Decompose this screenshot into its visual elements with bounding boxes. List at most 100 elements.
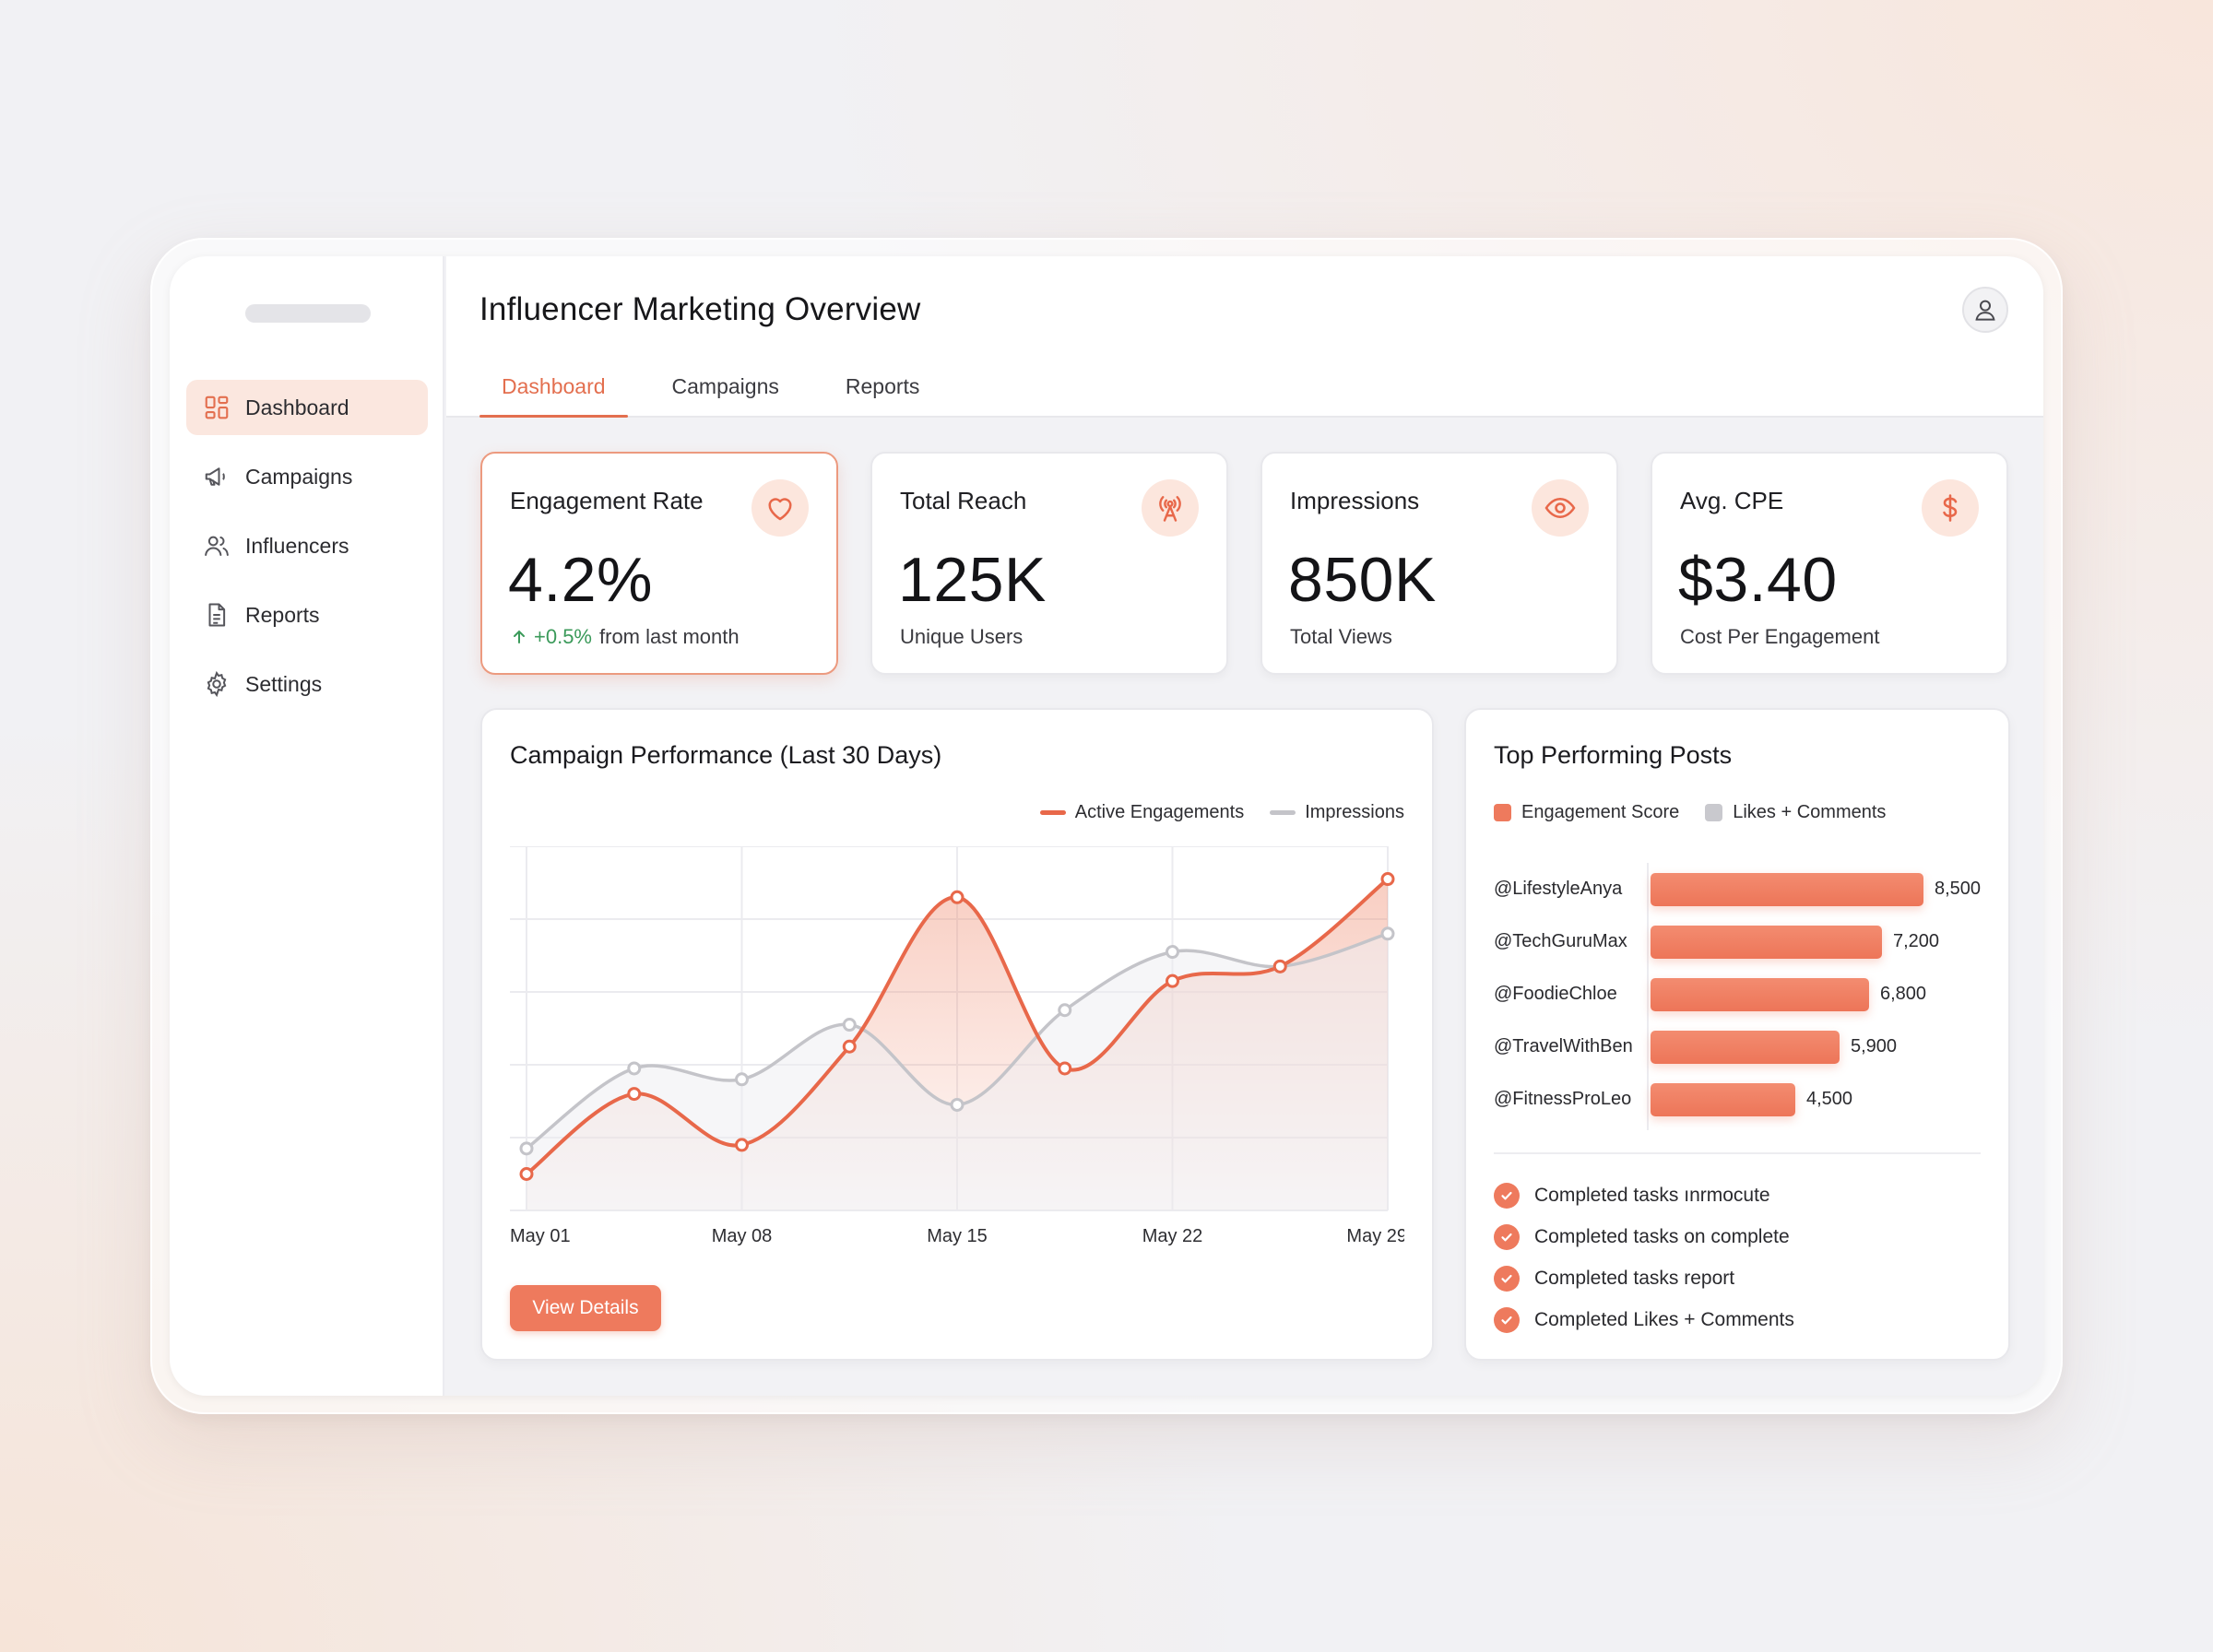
list-item-label: Completed tasks report — [1534, 1267, 1735, 1289]
legend-item: Active Engagements — [1039, 802, 1245, 823]
panel-title: Campaign Performance (Last 30 Days) — [510, 741, 942, 769]
kpi-card-avg-cpe[interactable]: Avg. CPE $3.40 Cost Per Engagement — [1651, 452, 2008, 675]
top-posts-bar-chart: @LifestyleAnya 8,500 @TechGuruMax 7,200 @Foo… — [1494, 863, 1992, 1126]
kpi-value: 4.2% — [508, 545, 653, 615]
data-point-impressions — [1166, 945, 1179, 960]
dashboard-grid-icon — [203, 394, 231, 421]
bar — [1651, 925, 1882, 959]
panel-title: Top Performing Posts — [1494, 741, 1733, 769]
kpi-caption: Cost Per Engagement — [1680, 625, 1880, 648]
data-point-active-engagements — [1272, 959, 1287, 974]
user-icon — [1975, 300, 1995, 321]
sidebar-nav: Dashboard Campaigns Influencers Reports — [186, 380, 428, 726]
check-circle-icon — [1494, 1223, 1520, 1250]
bar — [1651, 977, 1869, 1011]
bar-value-label: 5,900 — [1851, 1036, 1898, 1056]
x-tick-label: May 29 — [1346, 1226, 1404, 1246]
top-header: Influencer Marketing Overview Dashboard … — [446, 256, 2043, 418]
bar-row: @LifestyleAnya 8,500 — [1494, 863, 1992, 915]
kpi-title: Engagement Rate — [510, 487, 704, 514]
bar-track: 6,800 — [1651, 977, 1992, 1012]
x-tick-label: May 22 — [1142, 1226, 1203, 1246]
data-point-impressions — [950, 1097, 964, 1112]
logo-placeholder — [245, 304, 371, 323]
kpi-card-total-reach[interactable]: Total Reach 125K Unique Users — [870, 452, 1228, 675]
bar-row: @TechGuruMax 7,200 — [1494, 915, 1992, 968]
kpi-value: 125K — [898, 545, 1047, 615]
sidebar-item-reports[interactable]: Reports — [186, 587, 428, 643]
user-avatar-button[interactable] — [1962, 287, 2008, 333]
bar-category-label: @FoodieChloe — [1494, 984, 1617, 1004]
kpi-title: Total Reach — [900, 487, 1027, 514]
bar-row: @TravelWithBen 5,900 — [1494, 1021, 1992, 1073]
app-window: Dashboard Campaigns Influencers Reports — [170, 256, 2043, 1396]
data-point-active-engagements — [1058, 1061, 1072, 1076]
bar-value-label: 8,500 — [1935, 879, 1982, 899]
legend-item: Impressions — [1270, 802, 1404, 823]
bar — [1651, 1030, 1840, 1064]
sidebar-item-settings[interactable]: Settings — [186, 656, 428, 712]
users-icon — [203, 532, 231, 560]
list-item: Completed tasks on complete — [1494, 1216, 1794, 1257]
kpi-value: 850K — [1288, 545, 1437, 615]
legend-swatch — [1705, 804, 1723, 821]
bar-category-label: @TechGuruMax — [1494, 931, 1627, 951]
data-point-impressions — [627, 1061, 642, 1076]
sidebar-item-influencers[interactable]: Influencers — [186, 518, 428, 573]
kpi-card-engagement-rate[interactable]: Engagement Rate 4.2% +0.5% from last mon… — [480, 452, 838, 675]
kpi-delta: +0.5% — [510, 625, 592, 649]
sidebar-item-label: Settings — [245, 671, 323, 696]
kpi-delta-caption: from last month — [599, 625, 740, 648]
view-details-button[interactable]: View Details — [510, 1285, 661, 1331]
bar-track: 7,200 — [1651, 925, 1992, 960]
bar-row: @FoodieChloe 6,800 — [1494, 968, 1992, 1021]
gear-icon — [203, 670, 231, 698]
list-item: Completed tasks report — [1494, 1257, 1794, 1299]
x-tick-label: May 08 — [712, 1226, 773, 1246]
bars-legend: Engagement Score Likes + Comments — [1468, 802, 1886, 823]
bar — [1651, 872, 1923, 906]
tab-reports[interactable]: Reports — [845, 374, 920, 398]
x-tick-label: May 15 — [927, 1226, 988, 1246]
performance-line-chart: May 01 May 08 May 15 May 22 May 29 — [510, 846, 1404, 1246]
kpi-value: $3.40 — [1678, 545, 1838, 615]
data-point-active-engagements — [950, 890, 964, 904]
bar-track: 5,900 — [1651, 1030, 1992, 1065]
tab-dashboard[interactable]: Dashboard — [479, 365, 628, 418]
legend-label: Active Engagements — [1074, 802, 1245, 822]
broadcast-tower-icon — [1142, 479, 1199, 537]
dollar-icon — [1922, 479, 1979, 537]
campaign-performance-panel: Campaign Performance (Last 30 Days) Acti… — [480, 708, 1434, 1361]
legend-item: Likes + Comments — [1705, 802, 1886, 823]
data-point-impressions — [1380, 926, 1395, 941]
data-point-impressions — [519, 1141, 534, 1156]
list-item: Completed tasks ınrmocute — [1494, 1174, 1794, 1216]
legend-swatch — [1270, 810, 1296, 815]
sidebar-item-dashboard[interactable]: Dashboard — [186, 380, 428, 435]
tab-campaigns[interactable]: Campaigns — [671, 374, 779, 398]
sidebar-item-campaigns[interactable]: Campaigns — [186, 449, 428, 504]
sidebar-item-label: Influencers — [245, 533, 349, 558]
kpi-subtext: +0.5% from last month — [510, 625, 740, 649]
sidebar: Dashboard Campaigns Influencers Reports — [170, 256, 444, 1396]
sidebar-item-label: Campaigns — [245, 464, 353, 489]
kpi-card-impressions[interactable]: Impressions 850K Total Views — [1260, 452, 1618, 675]
eye-icon — [1532, 479, 1589, 537]
legend-swatch — [1039, 810, 1066, 815]
bar-value-label: 4,500 — [1806, 1089, 1853, 1109]
megaphone-icon — [203, 463, 231, 490]
data-point-active-engagements — [842, 1039, 857, 1054]
page-title: Influencer Marketing Overview — [479, 291, 921, 327]
kpi-caption: Unique Users — [900, 625, 1024, 648]
data-point-impressions — [842, 1018, 857, 1032]
chart-legend: Active Engagements Impressions — [1014, 802, 1404, 823]
kpi-delta-value: +0.5% — [534, 625, 592, 648]
document-icon — [203, 601, 231, 629]
data-point-active-engagements — [627, 1087, 642, 1102]
bar-track: 8,500 — [1651, 872, 1992, 907]
data-point-active-engagements — [1380, 872, 1395, 887]
bar-category-label: @LifestyleAnya — [1494, 879, 1623, 899]
bar — [1651, 1082, 1795, 1116]
tab-bar: Dashboard Campaigns Reports — [479, 365, 964, 418]
kpi-caption: Total Views — [1290, 625, 1392, 648]
